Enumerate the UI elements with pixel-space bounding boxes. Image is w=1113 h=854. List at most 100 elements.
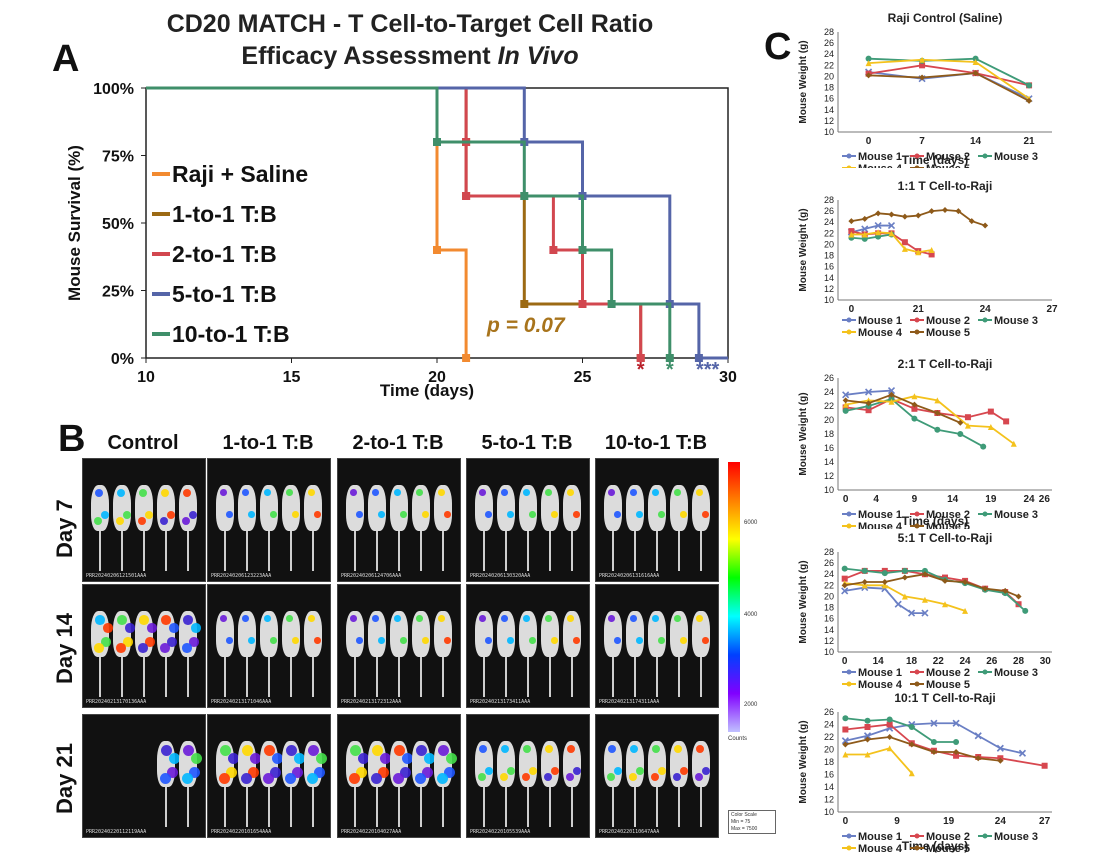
- weight-point: [881, 579, 888, 585]
- y-tick-label: 26: [824, 558, 834, 568]
- weight-point: [934, 426, 941, 433]
- weight-point: [861, 225, 869, 233]
- mouse-tail: [268, 787, 270, 827]
- weight-line: [868, 57, 1030, 87]
- luminescence-signal: [220, 615, 227, 622]
- panel-c-letter: C: [764, 26, 792, 68]
- y-tick-label: 14: [824, 782, 834, 792]
- mouse-tail: [312, 787, 314, 827]
- y-tick-label: 24: [824, 387, 834, 397]
- weight-point: [842, 397, 849, 404]
- mouse-tail: [246, 657, 248, 697]
- mouse-tail: [700, 531, 702, 571]
- ivis-image: PRR20240213174311AAA: [595, 584, 719, 708]
- color-scale-box: Color Scale Min = 75 Max = 7500: [728, 810, 776, 834]
- mouse-tail: [656, 787, 658, 827]
- mouse-tail: [99, 657, 101, 697]
- weight-line: [868, 64, 1030, 87]
- luminescence-signal: [116, 517, 124, 525]
- weight-point: [861, 579, 868, 585]
- luminescence-signal: [248, 767, 259, 778]
- weight-line: [845, 723, 1045, 767]
- luminescence-signal: [285, 773, 296, 784]
- mouse-tail: [678, 657, 680, 697]
- luminescence-signal: [567, 489, 574, 496]
- mouse-tail: [99, 531, 101, 571]
- image-id: PRR20240220105539AAA: [470, 829, 531, 835]
- luminescence-signal: [394, 489, 401, 496]
- mouse-body: [390, 611, 408, 657]
- y-tick-label: 24: [824, 217, 834, 227]
- luminescence-signal: [523, 489, 530, 496]
- y-tick-label: 16: [824, 770, 834, 780]
- y-tick-label: 14: [824, 625, 834, 635]
- x-tick-label: 24: [1024, 494, 1036, 505]
- luminescence-signal: [394, 615, 401, 622]
- y-tick-label: 16: [824, 94, 834, 104]
- image-id: PRR20240220110647AAA: [599, 829, 660, 835]
- mouse-tail: [312, 657, 314, 697]
- mouse-tail: [165, 531, 167, 571]
- luminescence-signal: [356, 637, 363, 644]
- luminescence-signal: [183, 615, 193, 625]
- luminescence-signal: [674, 615, 681, 622]
- legend-marker: [982, 511, 988, 517]
- x-tick-label: 0: [842, 656, 848, 667]
- mouse-body: [692, 485, 710, 531]
- luminescence-signal: [658, 511, 665, 518]
- luminescence-signal: [566, 773, 574, 781]
- legend-marker: [914, 165, 920, 168]
- luminescence-signal: [400, 511, 407, 518]
- luminescence-signal: [101, 637, 111, 647]
- legend-label: Mouse 3: [994, 509, 1038, 521]
- weight-point: [886, 721, 893, 728]
- luminescence-signal: [264, 489, 271, 496]
- y-axis-label: Mouse Weight (g): [798, 560, 809, 643]
- ivis-image: PRR20240213170136AAA: [82, 584, 206, 708]
- mouse-tail: [505, 531, 507, 571]
- weight-chart-title: 10:1 T Cell-to-Raji: [894, 691, 995, 705]
- luminescence-signal: [614, 511, 621, 518]
- weight-point: [888, 211, 895, 218]
- ivis-image: PRR20240220112119AAA: [82, 714, 206, 838]
- mouse-tail: [246, 531, 248, 571]
- y-axis-label: Mouse Weight (g): [798, 208, 809, 291]
- censor-mark: [433, 138, 441, 146]
- luminescence-signal: [438, 745, 449, 756]
- y-tick-label: 20: [824, 745, 834, 755]
- luminescence-signal: [294, 753, 305, 764]
- mouse-tail: [398, 657, 400, 697]
- legend-marker: [914, 833, 920, 839]
- y-tick-label: 18: [824, 429, 834, 439]
- image-id: PRR20240206124706AAA: [341, 573, 402, 579]
- mouse-tail: [376, 657, 378, 697]
- survival-line: [146, 86, 672, 358]
- ivis-image: PRR20240220101654AAA: [207, 714, 331, 838]
- mouse-tail: [505, 787, 507, 827]
- weight-point: [842, 391, 850, 399]
- ivis-image: PRR20240206121501AAA: [82, 458, 206, 582]
- legend-marker: [914, 317, 920, 323]
- weight-point: [886, 716, 893, 723]
- y-tick-label: 24: [824, 569, 834, 579]
- luminescence-signal: [416, 615, 423, 622]
- weight-point: [930, 739, 937, 745]
- y-tick-label: 0%: [111, 351, 134, 368]
- legend-marker: [846, 153, 852, 159]
- weight-point: [841, 587, 849, 595]
- luminescence-signal: [117, 615, 127, 625]
- luminescence-signal: [350, 615, 357, 622]
- weight-point: [888, 391, 895, 398]
- weight-point: [1026, 82, 1033, 89]
- luminescence-signal: [308, 489, 315, 496]
- weight-point: [842, 715, 849, 722]
- luminescence-signal: [160, 643, 170, 653]
- weight-point: [901, 239, 908, 246]
- weight-point: [901, 593, 908, 600]
- luminescence-signal: [651, 773, 659, 781]
- figure-title-line1: CD20 MATCH - T Cell-to-Target Cell Ratio: [166, 10, 654, 38]
- luminescence-signal: [147, 623, 157, 633]
- mouse-tail: [700, 787, 702, 827]
- ivis-image: PRR20240206124706AAA: [337, 458, 461, 582]
- weight-point: [887, 387, 896, 395]
